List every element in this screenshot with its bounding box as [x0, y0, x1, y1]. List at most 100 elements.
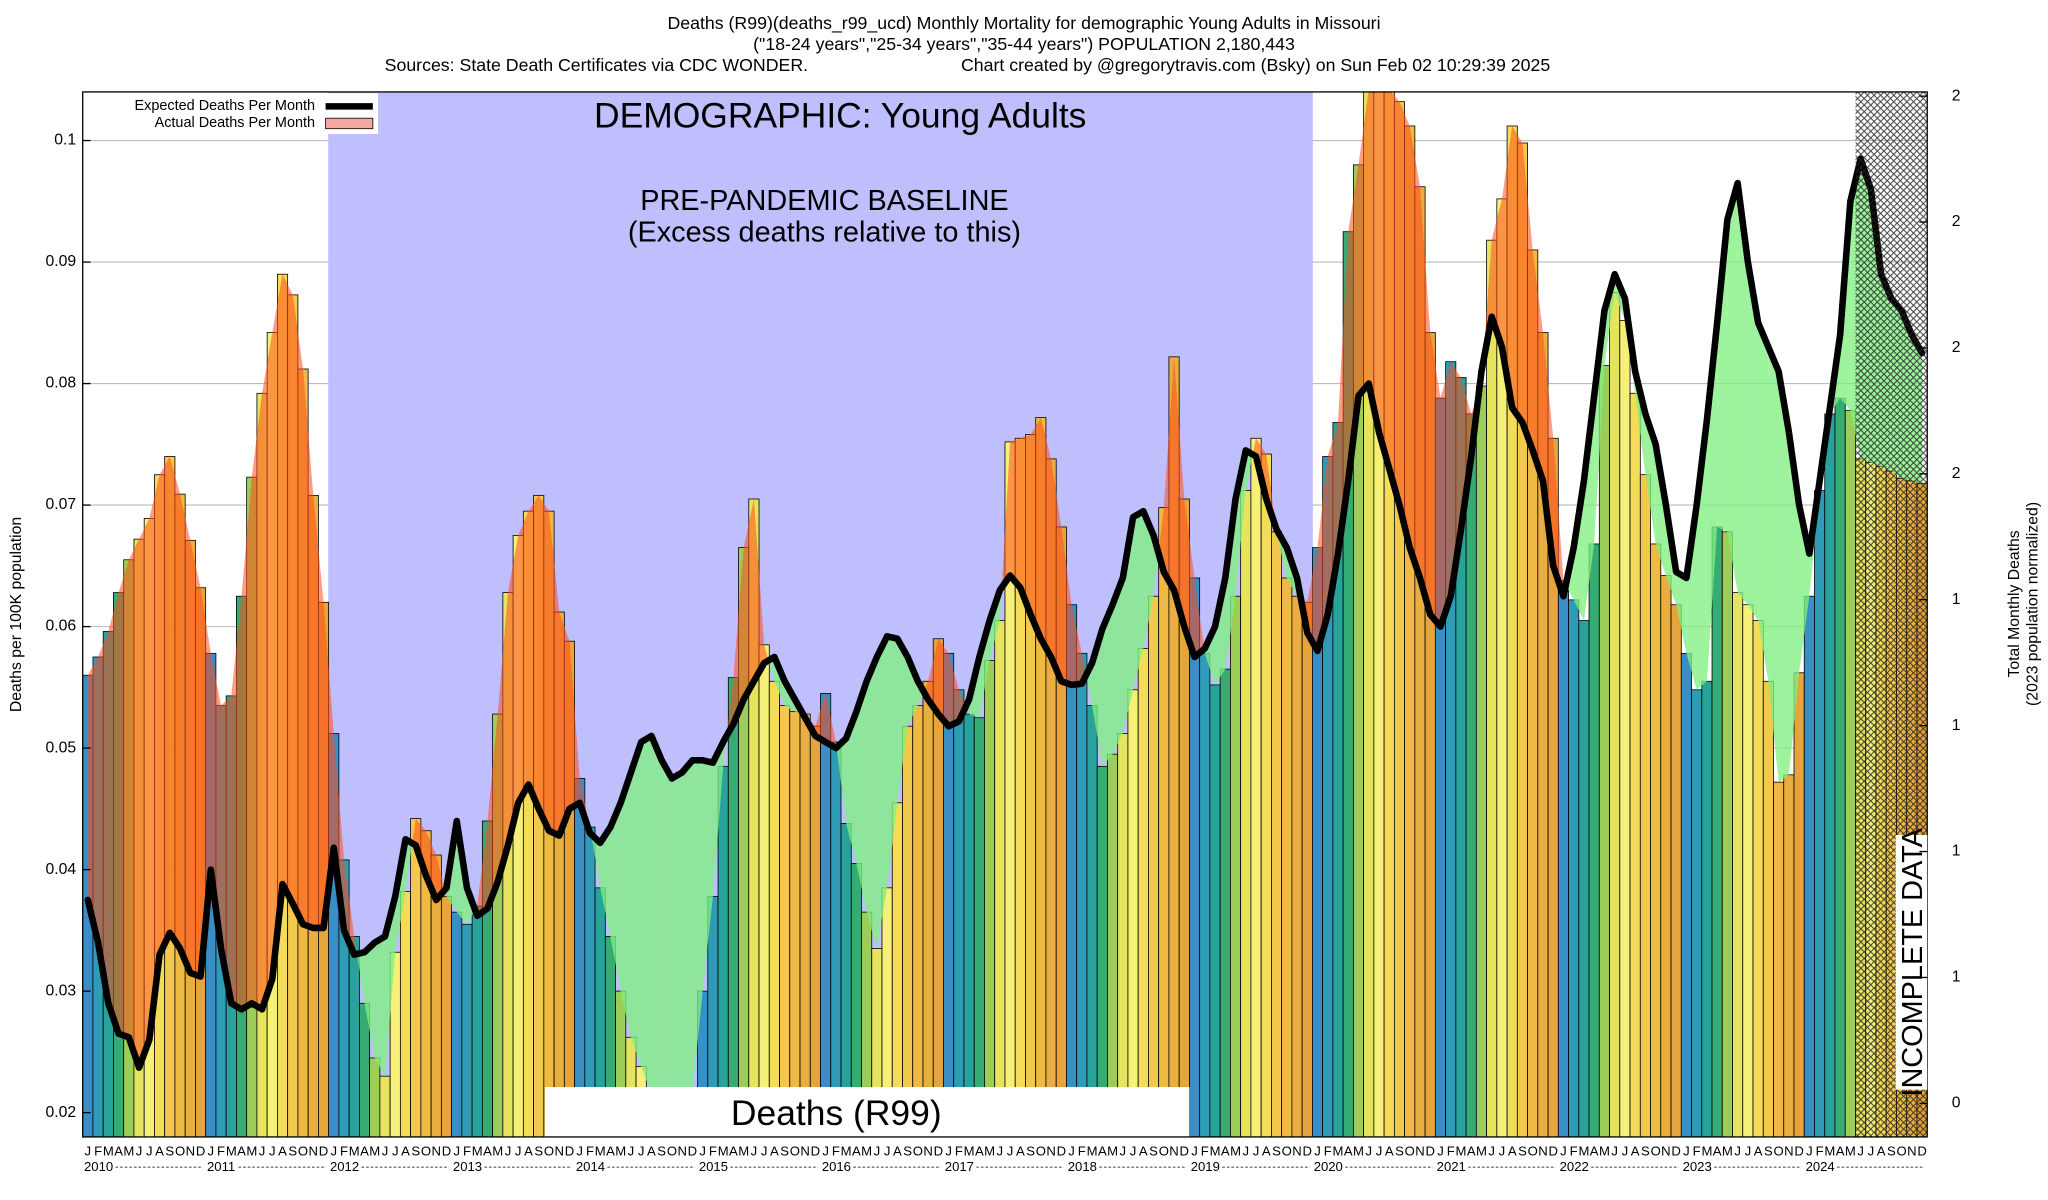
x-tick-label: M: [984, 1143, 995, 1158]
x-tick-label: J: [1130, 1143, 1137, 1158]
excess-area: [1491, 198, 1502, 348]
plot-frame: [82, 91, 1928, 1138]
excess-area: [1194, 577, 1205, 657]
x-tick-label: O: [1282, 1143, 1292, 1158]
x-tick-label: O: [1528, 1143, 1538, 1158]
excess-area: [948, 653, 959, 727]
bar: [1711, 526, 1723, 1137]
excess-area: [1204, 626, 1216, 685]
x-tick-label: S: [288, 1143, 297, 1158]
excess-area: [1399, 101, 1410, 548]
excess-area: [1133, 511, 1144, 690]
excess-area: [241, 477, 252, 1010]
year-label: 2016: [822, 1159, 851, 1174]
excess-area: [1768, 347, 1779, 783]
x-tick-label: M: [1578, 1143, 1589, 1158]
x-tick-label: A: [1631, 1143, 1640, 1158]
annotation: DEMOGRAPHIC: Young Adults: [594, 95, 1086, 135]
bar: [1588, 543, 1600, 1137]
excess-area: [887, 636, 898, 888]
excess-area: [149, 474, 160, 1040]
x-tick-label: S: [1026, 1143, 1035, 1158]
x-tick-label: A: [1467, 1143, 1476, 1158]
x-tick-label: M: [1722, 1143, 1733, 1158]
x-tick-label: A: [401, 1143, 410, 1158]
x-tick-label: D: [442, 1143, 451, 1158]
x-tick-label: A: [770, 1143, 779, 1158]
x-tick-label: J: [1622, 1143, 1629, 1158]
year-label: 2020: [1314, 1159, 1343, 1174]
bar: [1096, 765, 1108, 1137]
x-tick-label: A: [278, 1143, 287, 1158]
legend-label: Expected Deaths Per Month: [134, 98, 315, 114]
x-tick-label: A: [1713, 1143, 1722, 1158]
excess-area: [405, 839, 413, 892]
bar: [1240, 490, 1252, 1137]
bar: [358, 1002, 371, 1137]
x-tick-label: S: [903, 1143, 912, 1158]
x-tick-label: M: [1456, 1143, 1467, 1158]
bar: [1107, 753, 1119, 1137]
bar: [1650, 543, 1662, 1137]
x-tick-label: J: [638, 1143, 645, 1158]
credit: Chart created by @gregorytravis.com (Bsk…: [961, 55, 1550, 75]
x-tick-label: N: [1907, 1143, 1916, 1158]
x-tick-label: D: [1917, 1143, 1926, 1158]
bar: [799, 713, 811, 1137]
x-tick-label: S: [1149, 1143, 1158, 1158]
x-tick-label: N: [1046, 1143, 1055, 1158]
bar: [379, 1075, 391, 1137]
excess-area: [1358, 91, 1369, 396]
excess-area: [98, 631, 109, 1004]
excess-area: [610, 802, 621, 992]
excess-area: [600, 827, 611, 937]
x-tick-label: J: [1499, 1143, 1506, 1158]
x-tick-label: M: [738, 1143, 749, 1158]
x-tick-label: A: [237, 1143, 246, 1158]
excess-area: [1040, 417, 1052, 657]
x-tick-label: S: [1518, 1143, 1527, 1158]
x-tick-label: D: [1303, 1143, 1312, 1158]
x-tick-label: D: [565, 1143, 574, 1158]
x-tick-label: A: [1590, 1143, 1599, 1158]
x-tick-label: D: [1548, 1143, 1557, 1158]
y-tick-label: 0.08: [45, 375, 76, 392]
excess-area: [641, 735, 652, 1095]
x-tick-label: A: [1508, 1143, 1517, 1158]
bar: [758, 644, 770, 1137]
bar: [1598, 364, 1610, 1137]
bar: [1301, 601, 1313, 1137]
bar: [369, 1057, 381, 1137]
x-tick-label: J: [761, 1143, 768, 1158]
excess-area: [231, 596, 242, 1010]
x-tick-label: J: [136, 1143, 143, 1158]
bar: [727, 677, 739, 1137]
x-tick-label: M: [103, 1143, 114, 1158]
excess-area: [128, 539, 140, 1068]
bar: [399, 891, 412, 1137]
excess-area: [507, 535, 519, 846]
x-tick-label: M: [1230, 1143, 1241, 1158]
excess-area: [180, 494, 191, 973]
x-tick-label: S: [1395, 1143, 1404, 1158]
excess-area: [620, 772, 631, 1038]
x-tick-label: F: [955, 1143, 963, 1158]
excess-area: [1747, 262, 1759, 621]
excess-area: [251, 393, 263, 1010]
x-tick-label: M: [1824, 1143, 1835, 1158]
excess-area: [385, 896, 396, 1077]
bar: [984, 660, 996, 1137]
excess-area: [979, 620, 990, 718]
x-tick-label: J: [945, 1143, 952, 1158]
y-axis-label: Deaths per 100K population: [8, 517, 25, 712]
x-tick-label: M: [1107, 1143, 1118, 1158]
excess-area: [866, 656, 877, 949]
x-tick-label: J: [1437, 1143, 1444, 1158]
x-tick-label: J: [576, 1143, 583, 1158]
x-tick-label: O: [298, 1143, 308, 1158]
x-tick-label: D: [1425, 1143, 1434, 1158]
x-tick-label: F: [832, 1143, 840, 1158]
excess-area: [190, 540, 201, 977]
x-tick-label: J: [884, 1143, 891, 1158]
